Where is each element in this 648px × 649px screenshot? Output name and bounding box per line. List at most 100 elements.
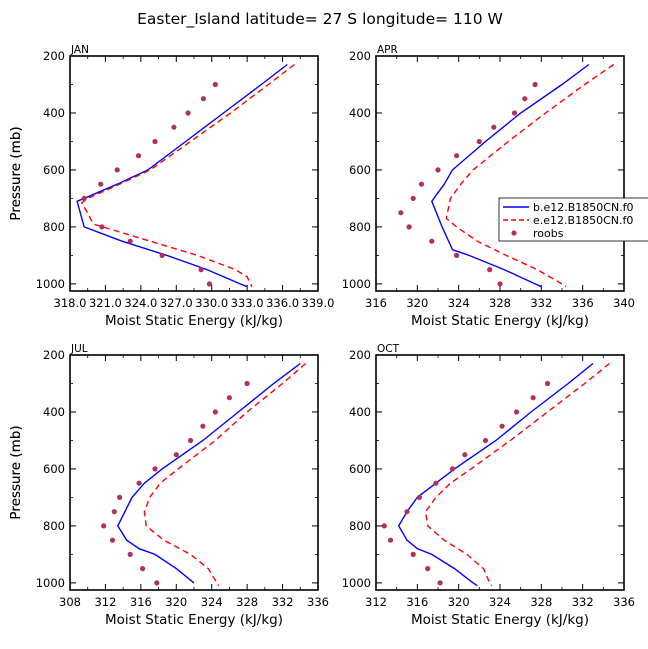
roobs-point bbox=[544, 380, 551, 387]
roobs-point bbox=[171, 124, 177, 130]
roobs-point bbox=[406, 224, 412, 230]
y-tick-label: 200 bbox=[43, 49, 65, 63]
roobs-point bbox=[98, 181, 104, 187]
roobs-point bbox=[127, 238, 133, 244]
roobs-point bbox=[127, 551, 133, 558]
y-axis-label: Pressure (mb) bbox=[8, 425, 24, 519]
x-axis-label: Moist Static Energy (kJ/kg) bbox=[105, 313, 283, 329]
x-tick-label: 321.0 bbox=[89, 296, 122, 310]
x-axis-label: Moist Static Energy (kJ/kg) bbox=[105, 612, 283, 628]
legend-marker bbox=[511, 230, 517, 236]
roobs-point bbox=[497, 281, 503, 287]
roobs-point bbox=[429, 238, 435, 244]
roobs-point bbox=[212, 409, 218, 415]
roobs-point bbox=[462, 452, 468, 458]
x-tick-label: 324 bbox=[201, 595, 223, 609]
roobs-point bbox=[198, 267, 204, 273]
roobs-point bbox=[81, 195, 87, 201]
plot-frame bbox=[69, 55, 319, 292]
plot-frame bbox=[375, 55, 625, 292]
x-axis-label: Moist Static Energy (kJ/kg) bbox=[411, 313, 589, 329]
roobs-point bbox=[136, 480, 142, 486]
x-tick-label: 312 bbox=[365, 595, 387, 609]
roobs-point bbox=[449, 466, 456, 472]
series-line-e-e12 bbox=[445, 63, 615, 288]
y-tick-label: 600 bbox=[43, 163, 65, 177]
y-tick-label: 1000 bbox=[36, 277, 65, 291]
roobs-point bbox=[433, 480, 439, 486]
x-tick-label: 336 bbox=[307, 595, 329, 609]
y-axis-label: Pressure (mb) bbox=[8, 126, 24, 220]
series-line-b-e12 bbox=[431, 63, 590, 288]
x-tick-label: 324 bbox=[448, 296, 470, 310]
x-tick-label: 336.0 bbox=[266, 296, 299, 310]
x-tick-label: 336 bbox=[572, 296, 594, 310]
y-tick-label: 400 bbox=[349, 106, 371, 120]
series-line-e-e12 bbox=[424, 362, 610, 587]
x-tick-label: 340 bbox=[613, 296, 635, 310]
roobs-point bbox=[152, 138, 158, 145]
roobs-point bbox=[398, 210, 404, 216]
y-tick-label: 200 bbox=[349, 348, 371, 362]
y-tick-label: 800 bbox=[43, 220, 65, 234]
roobs-point bbox=[206, 281, 212, 287]
x-tick-label: 336 bbox=[613, 595, 635, 609]
x-tick-label: 328 bbox=[530, 595, 552, 609]
series-line-b-e12 bbox=[76, 63, 288, 288]
roobs-point bbox=[482, 437, 489, 444]
roobs-point bbox=[410, 195, 416, 201]
y-tick-label: 600 bbox=[349, 163, 371, 177]
roobs-point bbox=[487, 267, 493, 273]
roobs-point bbox=[200, 423, 206, 429]
legend-label: roobs bbox=[533, 227, 564, 240]
roobs-point bbox=[187, 437, 194, 444]
plot-frame bbox=[69, 354, 319, 591]
series-line-b-e12 bbox=[397, 362, 594, 587]
y-tick-label: 600 bbox=[43, 462, 65, 476]
roobs-point bbox=[117, 494, 123, 500]
y-tick-label: 400 bbox=[349, 405, 371, 419]
roobs-point bbox=[99, 224, 105, 230]
x-tick-label: 332 bbox=[272, 595, 294, 609]
y-tick-label: 800 bbox=[349, 220, 371, 234]
roobs-point bbox=[410, 551, 416, 558]
x-tick-label: 316 bbox=[406, 595, 428, 609]
x-tick-label: 328 bbox=[489, 296, 511, 310]
roobs-point bbox=[454, 252, 460, 258]
x-tick-label: 333.0 bbox=[231, 296, 264, 310]
y-axis-label: Pressure (mb) bbox=[8, 425, 24, 519]
roobs-point bbox=[387, 537, 394, 543]
x-tick-label: 316 bbox=[365, 296, 387, 310]
roobs-point bbox=[404, 509, 410, 515]
roobs-point bbox=[425, 566, 431, 572]
roobs-point bbox=[152, 466, 158, 472]
figure-title: Easter_Island latitude= 27 S longitude= … bbox=[137, 10, 503, 29]
roobs-point bbox=[416, 494, 422, 500]
roobs-point bbox=[244, 380, 250, 387]
panel-label: APR bbox=[377, 44, 398, 56]
panel-label: JAN bbox=[70, 44, 89, 56]
roobs-point bbox=[140, 566, 146, 572]
roobs-point bbox=[173, 452, 179, 458]
panel-label: OCT bbox=[377, 343, 400, 355]
y-tick-label: 800 bbox=[43, 519, 65, 533]
roobs-point bbox=[532, 81, 538, 88]
x-tick-label: 320 bbox=[406, 296, 428, 310]
x-tick-label: 339.0 bbox=[302, 296, 335, 310]
roobs-point bbox=[159, 252, 165, 258]
x-tick-label: 316 bbox=[130, 595, 152, 609]
roobs-point bbox=[418, 181, 425, 187]
legend-label: b.e12.B1850CN.f0 bbox=[533, 201, 634, 214]
x-tick-label: 320 bbox=[165, 595, 187, 609]
x-tick-label: 308 bbox=[59, 595, 81, 609]
y-tick-label: 200 bbox=[349, 49, 371, 63]
y-axis-label: Pressure (mb) bbox=[8, 126, 24, 220]
x-tick-label: 328 bbox=[236, 595, 258, 609]
y-tick-label: 1000 bbox=[342, 277, 371, 291]
y-tick-label: 1000 bbox=[36, 576, 65, 590]
roobs-point bbox=[435, 167, 441, 173]
roobs-point bbox=[226, 395, 232, 401]
x-tick-label: 320 bbox=[448, 595, 470, 609]
roobs-point bbox=[511, 110, 518, 116]
x-tick-label: 330.0 bbox=[195, 296, 228, 310]
